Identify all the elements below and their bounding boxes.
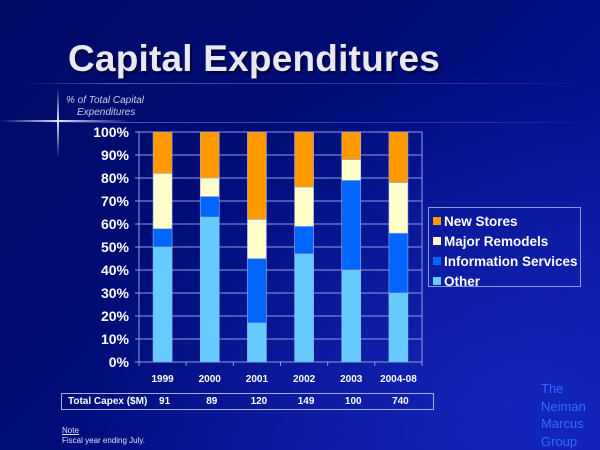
company-brand: The Neiman Marcus Group	[541, 380, 586, 450]
y-tick-label: 40%	[101, 262, 130, 278]
legend-label: New Stores	[444, 213, 518, 229]
sparkle-horizontal	[0, 120, 130, 122]
note-heading: Note	[62, 426, 79, 435]
total-capex-label: Total Capex ($M)	[68, 396, 148, 407]
legend-item: Information Services	[433, 251, 580, 271]
bar-segment-major-remodels	[388, 182, 409, 234]
y-tick-label: 80%	[101, 170, 130, 186]
y-tick-label: 0%	[109, 354, 130, 370]
y-axis-label-line1: % of Total Capital	[66, 95, 145, 106]
y-tick-label: 50%	[101, 239, 130, 255]
bar-segment-major-remodels	[247, 219, 267, 259]
decorative-line-middle	[40, 122, 600, 123]
note-text: Fiscal year ending July.	[62, 436, 145, 445]
legend-swatch	[433, 237, 441, 245]
legend-label: Major Remodels	[444, 233, 549, 249]
x-tick-label: 2002	[293, 374, 316, 385]
x-tick-label: 2003	[340, 374, 363, 385]
bar-segment-information-services	[388, 232, 409, 294]
bar-segment-information-services	[199, 196, 220, 218]
bar-segment-new-stores	[341, 131, 362, 160]
bar-segment-major-remodels	[341, 159, 362, 181]
total-capex-value: 100	[344, 396, 362, 407]
bar-segment-information-services	[341, 180, 362, 271]
legend-item: Major Remodels	[433, 231, 580, 251]
legend-item: Other	[433, 271, 580, 291]
bar-segment-new-stores	[294, 131, 314, 188]
legend-item: New Stores	[433, 211, 580, 231]
gridlines	[135, 131, 422, 363]
bar-segment-other	[388, 292, 409, 363]
legend-label: Other	[444, 273, 481, 289]
decorative-line-top	[22, 83, 582, 84]
brand-line: Neiman	[541, 398, 586, 414]
bar-segment-new-stores	[388, 131, 409, 183]
legend: New Stores Major Remodels Information Serv…	[428, 207, 581, 289]
bar-segment-other	[247, 322, 267, 363]
brand-line: The	[541, 381, 564, 396]
x-tick-label: 2001	[246, 374, 269, 385]
bar-segment-major-remodels	[152, 173, 173, 229]
sparkle-vertical	[57, 88, 59, 158]
bars	[152, 131, 409, 363]
bar-segment-information-services	[247, 258, 267, 324]
total-capex-value: 91	[159, 396, 171, 407]
bar-segment-other	[294, 253, 314, 363]
y-tick-label: 90%	[101, 147, 130, 163]
bar-segment-other	[341, 269, 362, 363]
bar-segment-other	[152, 246, 173, 363]
x-tick-label: 2004-08	[380, 374, 417, 385]
brand-line: Marcus	[541, 416, 584, 431]
brand-line: Group	[541, 433, 578, 449]
y-tick-label: 100%	[93, 124, 129, 140]
legend-swatch	[433, 217, 441, 225]
y-tick-label: 60%	[101, 216, 130, 232]
bar-segment-information-services	[294, 226, 314, 255]
total-capex-value: 740	[392, 396, 409, 407]
legend-swatch	[433, 277, 441, 285]
footnote: Note Fiscal year ending July.	[62, 426, 145, 446]
bar-segment-major-remodels	[199, 177, 220, 197]
slide-title: Capital Expenditures	[68, 38, 441, 79]
y-axis-label: % of Total Capital Expenditures	[66, 95, 144, 119]
y-tick-labels: 0% 10% 20% 30% 40% 50% 60% 70% 80% 90% 100%	[93, 124, 129, 370]
y-axis-label-line2: Expenditures	[77, 107, 136, 118]
x-tick-labels: 1999 2000 2001 2002 2003 2004-08	[151, 374, 417, 385]
bar-segment-new-stores	[247, 131, 267, 220]
bar-segment-information-services	[152, 228, 173, 248]
total-capex-value: 149	[297, 396, 315, 407]
y-tick-label: 20%	[101, 308, 130, 324]
x-tick-label: 1999	[151, 374, 174, 385]
bar-segment-other	[199, 216, 220, 363]
y-tick-label: 30%	[101, 285, 130, 301]
legend-swatch	[433, 257, 441, 265]
bar-segment-major-remodels	[294, 186, 314, 227]
y-tick-label: 10%	[101, 331, 130, 347]
bar-segment-new-stores	[152, 131, 173, 174]
total-capex-table: Total Capex ($M) 91 89 120 149 100 740	[61, 393, 434, 410]
bar-segment-new-stores	[199, 131, 220, 179]
total-capex-value: 120	[250, 396, 268, 407]
legend-label: Information Services	[444, 253, 578, 269]
x-tick-label: 2000	[199, 374, 222, 385]
y-tick-label: 70%	[101, 193, 130, 209]
total-capex-value: 89	[206, 396, 218, 407]
axes	[138, 132, 423, 366]
